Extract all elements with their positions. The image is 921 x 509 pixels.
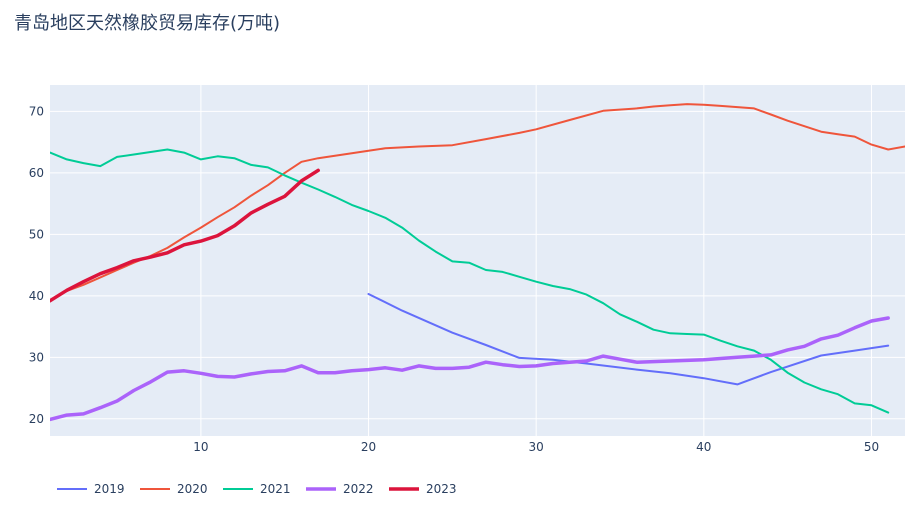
y-tick-label: 70 [29, 104, 44, 118]
series-line-2020 [50, 103, 905, 302]
legend-item-2022[interactable]: 2022 [306, 482, 374, 496]
legend-item-2021[interactable]: 2021 [223, 482, 291, 496]
y-tick-label: 30 [29, 350, 44, 364]
plot-area [50, 85, 905, 436]
series-line-2021 [50, 148, 890, 414]
series-lines [50, 103, 905, 422]
legend-label: 2019 [94, 482, 125, 496]
y-tick-label: 60 [29, 166, 44, 180]
x-tick-label: 10 [193, 440, 208, 454]
legend[interactable]: 2019 2020 2021 2022 2023 [57, 482, 457, 496]
y-tick-labels: 20 30 40 50 60 70 [29, 104, 44, 425]
y-tick-label: 20 [29, 412, 44, 426]
series-line-2019 [367, 293, 890, 386]
legend-label: 2021 [260, 482, 291, 496]
y-tick-label: 50 [29, 227, 44, 241]
legend-item-2023[interactable]: 2023 [389, 482, 457, 496]
y-tick-label: 40 [29, 289, 44, 303]
legend-item-2019[interactable]: 2019 [57, 482, 125, 496]
legend-label: 2020 [177, 482, 208, 496]
x-tick-label: 40 [696, 440, 711, 454]
x-tick-label: 20 [361, 440, 376, 454]
chart-title: 青岛地区天然橡胶贸易库存(万吨) [14, 13, 281, 34]
series-line-2022 [50, 316, 890, 422]
x-tick-label: 50 [864, 440, 879, 454]
x-tick-labels: 10 20 30 40 50 [193, 440, 879, 454]
legend-item-2020[interactable]: 2020 [140, 482, 208, 496]
legend-label: 2023 [426, 482, 457, 496]
legend-label: 2022 [343, 482, 374, 496]
series-line-2023 [50, 168, 320, 303]
x-tick-label: 30 [529, 440, 544, 454]
